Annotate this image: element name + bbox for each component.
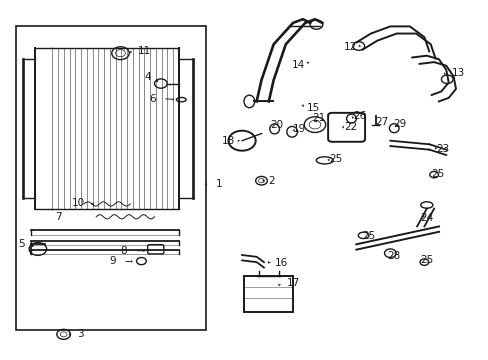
Text: 21: 21 [312,113,325,123]
Text: 23: 23 [435,144,448,154]
Text: 28: 28 [387,251,400,261]
Text: 18: 18 [221,136,234,147]
Text: 24: 24 [419,213,432,223]
Text: 22: 22 [343,122,356,132]
Text: 7: 7 [55,212,62,222]
Bar [244,276,292,312]
Text: 9: 9 [109,256,115,266]
Text: 25: 25 [419,255,432,265]
Text: 17: 17 [286,278,299,288]
Text: 26: 26 [353,111,366,121]
Bar [16,26,205,330]
Text: 12: 12 [343,42,356,52]
Text: 15: 15 [306,103,320,113]
Text: 25: 25 [430,168,444,179]
Text: 13: 13 [451,68,464,78]
Text: 2: 2 [267,176,274,186]
Text: 25: 25 [328,154,342,164]
Text: 14: 14 [291,60,304,70]
Text: 27: 27 [374,117,387,127]
Text: 1: 1 [216,179,222,189]
Text: 6: 6 [148,94,155,104]
Text: 8: 8 [121,246,127,256]
Text: 29: 29 [393,118,406,129]
Text: 19: 19 [293,124,306,134]
Text: 3: 3 [77,329,84,339]
Text: 5: 5 [19,239,25,249]
Text: 20: 20 [270,120,283,130]
Text: 16: 16 [274,258,287,268]
Text: 11: 11 [138,46,151,57]
Text: 25: 25 [361,231,374,241]
Text: 10: 10 [72,198,84,208]
Text: 4: 4 [143,72,150,82]
